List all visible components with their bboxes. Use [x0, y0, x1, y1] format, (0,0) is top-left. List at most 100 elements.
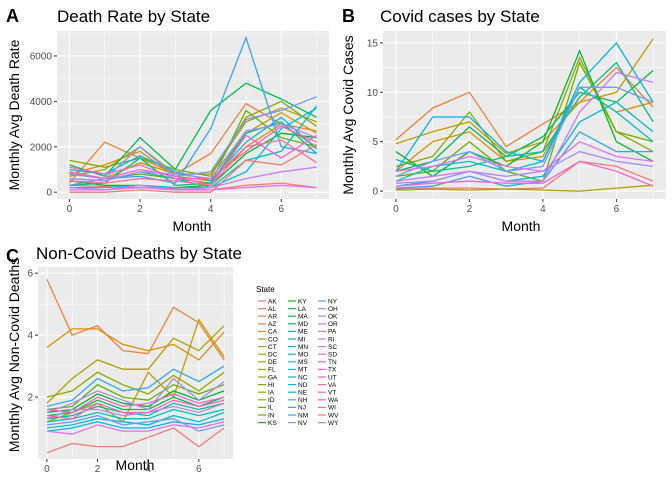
x-tick-label: 6	[614, 204, 620, 215]
series-line	[46, 365, 225, 408]
panel-c-title: Non-Covid Deaths by State	[36, 244, 242, 263]
legend-label: WV	[328, 412, 339, 419]
series-line	[69, 123, 317, 182]
legend-label: PA	[328, 329, 337, 336]
legend-label: MS	[298, 359, 308, 366]
legend-label: ND	[298, 382, 308, 389]
legend-label: MD	[298, 321, 308, 328]
x-tick-label: 6	[196, 464, 202, 475]
series-line	[69, 35, 317, 187]
series-line	[395, 184, 654, 192]
y-tick-label: 2000	[30, 142, 53, 153]
legend-label: WY	[328, 420, 339, 427]
y-tick-label: 4000	[30, 97, 53, 108]
panel-c-xlabel: Month	[116, 457, 155, 473]
legend-label: SC	[328, 344, 337, 351]
legend-label: AR	[268, 314, 277, 321]
x-tick-label: 0	[393, 204, 399, 215]
panel-b-xlabel: Month	[502, 218, 541, 234]
y-tick-label: 0	[372, 187, 378, 198]
series-line	[69, 107, 317, 189]
legend-label: NY	[328, 298, 338, 305]
series-line	[395, 61, 654, 172]
y-tick-label: 0	[46, 188, 52, 199]
series-line	[69, 82, 317, 178]
legend-label: NC	[298, 374, 308, 381]
legend-label: NJ	[298, 405, 306, 412]
series-line	[69, 143, 317, 193]
legend-label: DC	[268, 352, 278, 359]
x-tick-label: 4	[145, 464, 151, 475]
legend-label: WA	[328, 397, 339, 404]
y-tick-label: 4	[27, 331, 33, 342]
legend-label: TX	[328, 367, 337, 374]
legend-label: OR	[328, 321, 338, 328]
legend-label: IN	[268, 412, 275, 419]
legend-label: GA	[268, 374, 278, 381]
legend-label: CA	[268, 329, 278, 336]
y-tick-label: 5	[372, 137, 378, 148]
panel-c-plot: 0 2 4 6 2 4 6	[27, 267, 233, 475]
series-line	[69, 134, 317, 187]
series-line	[395, 150, 654, 184]
legend-label: SD	[328, 352, 337, 359]
legend-label: MA	[298, 314, 308, 321]
legend-label: MI	[298, 336, 305, 343]
panel-a-xlabel: Month	[173, 218, 212, 234]
series-line	[46, 393, 225, 414]
state-legend: State AKALARAZCACOCTDCDEFLGAHIIAIDILINKS…	[256, 285, 339, 427]
series-line	[46, 421, 225, 435]
y-tick-label: 6	[27, 269, 33, 280]
x-tick-label: 6	[279, 204, 285, 215]
panel-a-title: Death Rate by State	[57, 7, 210, 26]
legend-label: VA	[328, 382, 337, 389]
legend-label: KY	[298, 298, 307, 305]
x-tick-label: 0	[44, 464, 50, 475]
y-tick-label: 2	[27, 393, 33, 404]
legend-label: NM	[298, 412, 308, 419]
legend-label: DE	[268, 359, 278, 366]
series-line	[69, 139, 317, 187]
x-tick-label: 4	[540, 204, 546, 215]
series-line	[69, 100, 317, 178]
legend-label: NE	[298, 390, 308, 397]
legend-label: AZ	[268, 321, 276, 328]
legend-label: IL	[268, 405, 274, 412]
legend-label: MN	[298, 344, 308, 351]
series-line	[395, 160, 654, 187]
legend-label: NV	[298, 420, 308, 427]
series-line	[46, 418, 225, 432]
legend-label: VT	[328, 390, 336, 397]
panel-a-ylabel: Monthly Avg Death Rate	[6, 39, 22, 190]
panel-c-tag: C	[6, 246, 19, 266]
legend-label: WI	[328, 405, 336, 412]
legend-label: ID	[268, 397, 275, 404]
series-line	[46, 427, 225, 454]
y-tick-label: 10	[367, 88, 379, 99]
x-tick-label: 2	[137, 204, 143, 215]
legend-label: NH	[298, 397, 308, 404]
legend-label: FL	[268, 367, 276, 374]
series-line	[395, 60, 654, 182]
series-line	[395, 71, 654, 182]
x-tick-label: 2	[95, 464, 101, 475]
series-line	[395, 160, 654, 190]
series-line	[46, 399, 225, 420]
legend-label: HI	[268, 382, 275, 389]
legend-label: OH	[328, 306, 338, 313]
panel-b-tag: B	[342, 6, 355, 26]
series-line	[69, 125, 317, 180]
series-line	[395, 86, 654, 182]
legend-label: LA	[298, 306, 307, 313]
x-tick-label: 2	[467, 204, 473, 215]
legend-label: OK	[328, 314, 338, 321]
panel-b-plot: 0 2 4 6 0 5 10 15	[367, 31, 666, 215]
series-line	[46, 328, 225, 361]
legend-label: CT	[268, 344, 277, 351]
series-line	[395, 38, 654, 155]
y-tick-label: 15	[367, 38, 379, 49]
legend-label: KS	[268, 420, 277, 427]
series-line	[395, 70, 654, 172]
panel-a-tag: A	[6, 6, 19, 26]
